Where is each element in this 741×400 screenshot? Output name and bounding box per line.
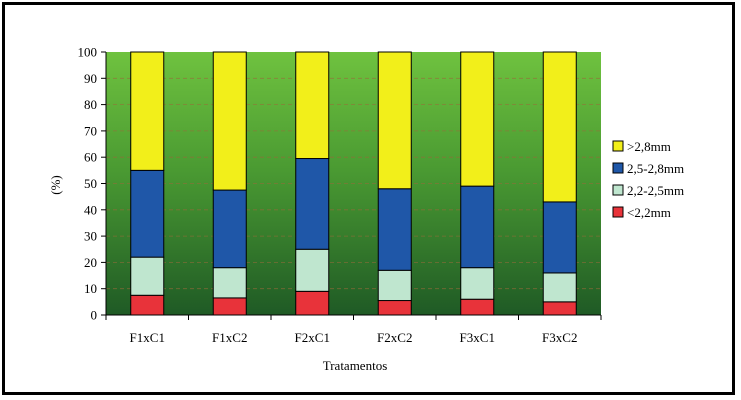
bar-segment bbox=[131, 295, 164, 315]
x-tick-label: F3xC1 bbox=[460, 330, 495, 345]
x-tick-label: F2xC2 bbox=[377, 330, 412, 345]
bar-segment bbox=[543, 302, 576, 315]
bar-segment bbox=[461, 52, 494, 186]
bar-segment bbox=[296, 291, 329, 315]
x-tick-label: F3xC2 bbox=[542, 330, 577, 345]
y-tick-label: 60 bbox=[84, 150, 97, 165]
bar-segment bbox=[296, 159, 329, 250]
x-tick-label: F1xC1 bbox=[130, 330, 165, 345]
bar-segment bbox=[131, 170, 164, 257]
bar-segment bbox=[131, 257, 164, 295]
bar-segment bbox=[296, 249, 329, 291]
bar-segment bbox=[213, 52, 246, 190]
bar-segment bbox=[461, 299, 494, 315]
y-tick-label: 30 bbox=[84, 229, 97, 244]
legend-label: 2,2-2,5mm bbox=[627, 183, 684, 198]
y-tick-label: 20 bbox=[84, 255, 97, 270]
x-axis-title: Tratamentos bbox=[323, 358, 388, 373]
y-tick-label: 0 bbox=[91, 308, 98, 323]
y-tick-label: 90 bbox=[84, 71, 97, 86]
y-tick-label: 70 bbox=[84, 123, 97, 138]
legend-swatch bbox=[613, 163, 623, 173]
legend-swatch bbox=[613, 141, 623, 151]
bar-segment bbox=[213, 190, 246, 268]
y-axis-title: (%) bbox=[48, 175, 63, 195]
x-tick-label: F2xC1 bbox=[295, 330, 330, 345]
bar-segment bbox=[296, 52, 329, 159]
bar-segment bbox=[378, 52, 411, 189]
y-tick-label: 80 bbox=[84, 97, 97, 112]
bar-segment bbox=[213, 268, 246, 298]
legend-swatch bbox=[613, 185, 623, 195]
bar-segment bbox=[213, 298, 246, 315]
bar-segment bbox=[461, 268, 494, 300]
bar-segment bbox=[378, 270, 411, 300]
bar-segment bbox=[131, 52, 164, 170]
bar-segment bbox=[543, 52, 576, 202]
y-tick-label: 50 bbox=[84, 176, 97, 191]
y-tick-label: 100 bbox=[78, 45, 98, 60]
y-tick-label: 40 bbox=[84, 202, 97, 217]
legend-label: >2,8mm bbox=[627, 139, 671, 154]
bar-segment bbox=[543, 273, 576, 302]
bar-segment bbox=[543, 202, 576, 273]
bar-segment bbox=[461, 186, 494, 268]
legend: >2,8mm 2,5-2,8mm 2,2-2,5mm <2,2mm bbox=[613, 139, 684, 220]
bar-segment bbox=[378, 301, 411, 315]
legend-label: <2,2mm bbox=[627, 205, 671, 220]
legend-label: 2,5-2,8mm bbox=[627, 161, 684, 176]
x-tick-label: F1xC2 bbox=[212, 330, 247, 345]
bar-segment bbox=[378, 189, 411, 271]
legend-swatch bbox=[613, 207, 623, 217]
y-tick-label: 10 bbox=[84, 281, 97, 296]
